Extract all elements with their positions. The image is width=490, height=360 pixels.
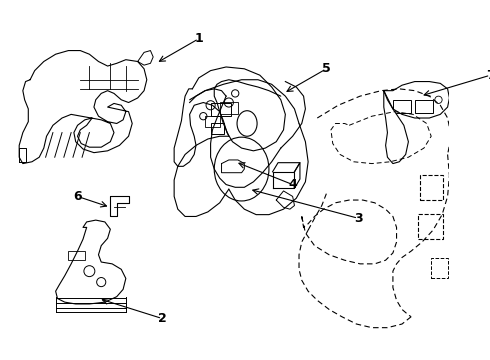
Text: 6: 6 [73,190,82,203]
Bar [417,214,443,239]
Bar [420,175,443,200]
Polygon shape [56,220,126,304]
Polygon shape [110,197,128,216]
Bar [211,123,224,134]
Text: 5: 5 [322,62,331,75]
Bar [220,102,238,114]
Bar [69,251,85,260]
Bar [205,116,220,127]
Bar [431,258,447,278]
Bar [415,100,433,113]
Polygon shape [174,67,285,166]
Text: 4: 4 [288,178,297,191]
Text: 7: 7 [486,69,490,82]
Polygon shape [19,50,147,163]
Text: 3: 3 [354,212,363,225]
Text: 2: 2 [158,312,167,325]
Bar [211,103,231,116]
Polygon shape [384,82,449,118]
Bar [393,100,411,113]
Polygon shape [384,91,408,163]
Text: 1: 1 [195,32,203,45]
